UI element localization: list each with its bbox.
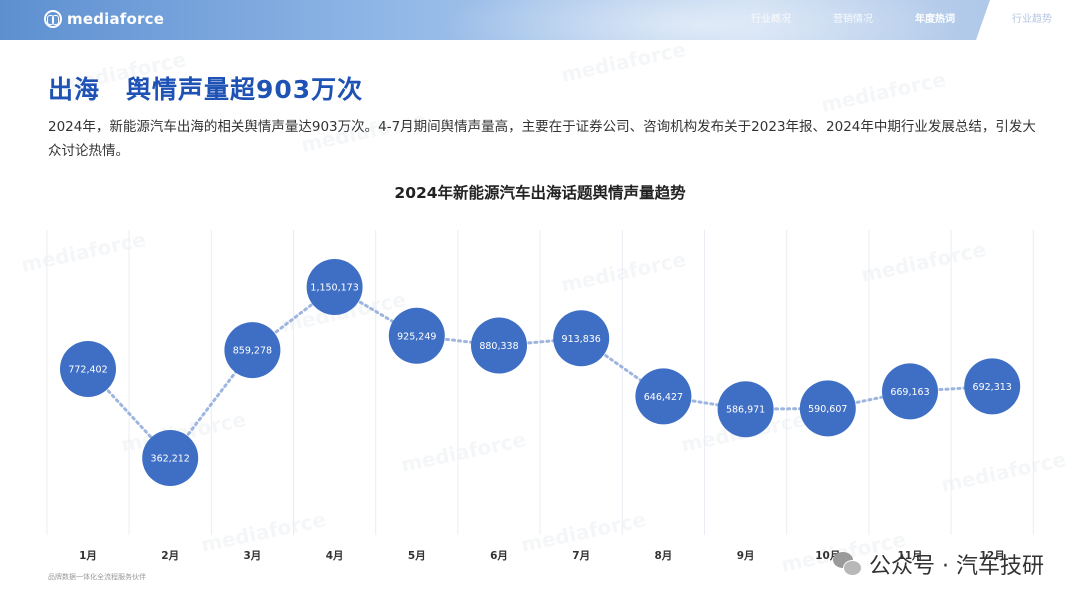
watermark-text: mediaforce — [818, 67, 948, 117]
page-description: 2024年，新能源汽车出海的相关舆情声量达903万次。4-7月期间舆情声量高，主… — [48, 119, 1036, 159]
data-label-1: 772,402 — [68, 364, 107, 375]
x-tick-label: 1月 — [79, 550, 97, 562]
data-point-2 — [142, 430, 199, 486]
logo-text: mediaforce — [67, 10, 165, 28]
brand-logo: mediaforce — [44, 10, 164, 28]
x-tick-label: 2月 — [161, 550, 179, 562]
x-tick-label: 7月 — [572, 550, 590, 562]
chart-grid — [46, 230, 1034, 535]
data-label-7: 913,836 — [562, 334, 601, 345]
top-banner: mediaforce 行业概况 营销情况 年度热词 行业趋势 — [0, 0, 1080, 40]
data-label-11: 669,163 — [890, 387, 929, 398]
nav-item-annual-keywords[interactable]: 年度热词 — [915, 14, 955, 25]
data-label-8: 646,427 — [644, 392, 683, 403]
page-title: 出海 舆情声量超903万次 — [48, 75, 364, 104]
x-tick-label: 9月 — [737, 550, 755, 562]
data-label-6: 880,338 — [479, 341, 518, 352]
watermark-text: mediaforce — [558, 37, 688, 87]
nav-item-marketing[interactable]: 营销情况 — [833, 14, 873, 25]
nav-item-industry-overview[interactable]: 行业概况 — [751, 14, 791, 25]
trend-chart: 2024年新能源汽车出海话题舆情声量趋势 772,402 362,212 859,2… — [46, 183, 1034, 562]
x-tick-label: 11月 — [897, 550, 922, 562]
x-tick-label: 8月 — [654, 550, 672, 562]
data-label-3: 859,278 — [233, 346, 272, 357]
source-note: 品牌数据一体化全流程服务伙伴 — [48, 573, 146, 581]
x-tick-label: 3月 — [243, 550, 261, 562]
data-label-5: 925,249 — [397, 331, 436, 342]
wechat-account: 公众号 · 汽车技研 — [833, 548, 1044, 580]
wechat-label: 公众号 · 汽车技研 — [869, 554, 1044, 579]
x-tick-label: 12月 — [980, 550, 1005, 562]
data-point-6 — [471, 317, 527, 374]
wechat-icon — [833, 552, 863, 576]
section-nav: 行业概况 营销情况 年度热词 行业趋势 — [730, 0, 1080, 40]
x-tick-label: 5月 — [408, 550, 426, 562]
data-point-8 — [635, 368, 692, 425]
data-label-4: 1,150,173 — [310, 283, 358, 294]
data-label-9: 586,971 — [726, 405, 765, 416]
data-point-10 — [799, 380, 856, 437]
data-points: 772,402 362,212 859,278 1,150,173 925,249 880… — [60, 259, 1021, 486]
x-tick-label: 6月 — [490, 550, 508, 562]
data-label-12: 692,313 — [973, 382, 1012, 393]
data-point-5 — [388, 307, 445, 364]
nav-item-industry-trends[interactable]: 行业趋势 — [976, 0, 1080, 40]
data-point-9 — [717, 381, 774, 438]
data-point-3 — [224, 322, 281, 379]
data-label-2: 362,212 — [151, 454, 190, 465]
data-point-7 — [553, 310, 610, 367]
data-point-1 — [60, 340, 116, 397]
data-point-4 — [306, 259, 363, 315]
data-label-10: 590,607 — [808, 404, 847, 415]
data-point-11 — [882, 363, 938, 420]
data-point-12 — [964, 358, 1021, 415]
chart-title: 2024年新能源汽车出海话题舆情声量趋势 — [394, 183, 686, 202]
x-axis: 1月 2月 3月 4月 5月 6月 7月 8月 9月 10月 11月 12月 — [79, 550, 1005, 562]
x-tick-label: 4月 — [326, 550, 344, 562]
mediaforce-logo-icon — [44, 10, 62, 28]
banner-background — [440, 0, 960, 40]
